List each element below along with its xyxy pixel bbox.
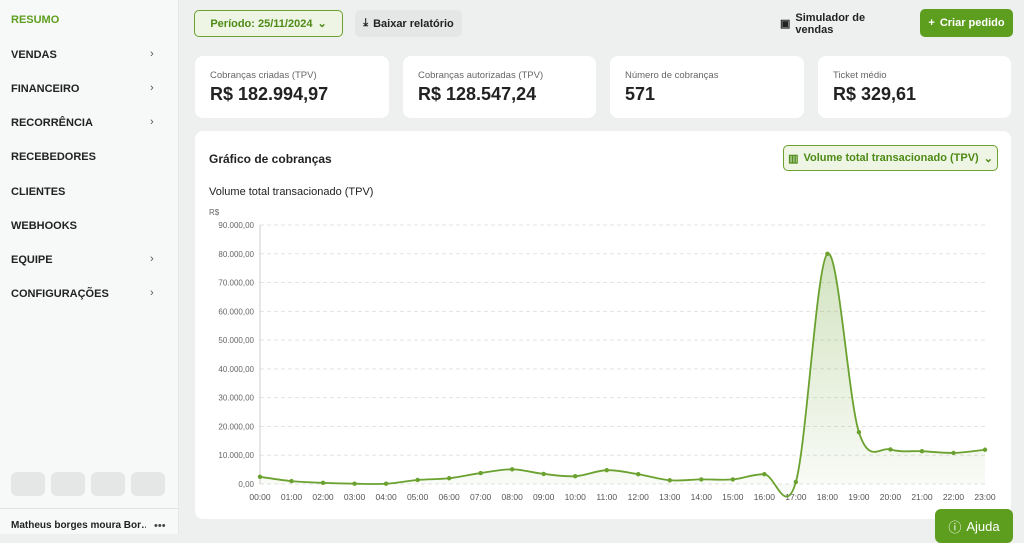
metric-label: Volume total transacionado (TPV) [803,152,979,164]
nav-item[interactable]: RECORRÊNCIA [11,117,93,129]
icon-button[interactable] [91,472,125,496]
sidebar: RESUMO VENDAS › FINANCEIRO › RECORRÊNCIA › … [0,0,179,534]
metric-select[interactable]: ▥ Volume total transacionado (TPV) ⌄ [783,145,998,171]
icon-button[interactable] [11,472,45,496]
nav-item[interactable]: RESUMO [11,14,60,26]
chevron: › [150,116,154,128]
icon-button[interactable] [51,472,85,496]
kpi-label: Cobranças criadas (TPV) [210,70,317,81]
period-button[interactable]: Período: 25/11/2024 ⌄ [194,10,343,37]
create-label: Criar pedido [939,17,1005,29]
icon: ▣ [780,18,791,30]
chevron: › [150,82,154,94]
panel-title: Gráfico de cobranças [209,152,332,166]
help-button[interactable]: ⓘ Ajuda [935,509,1013,543]
simulator-label: Simulador de vendas [795,11,866,36]
kpi-card: Cobranças autorizadas (TPV) R$ 128.547,24 [403,56,596,118]
chevron: › [150,287,154,299]
nav-item[interactable]: EQUIPE [11,254,53,266]
icon: ⓘ [948,519,962,535]
kpi-value: R$ 329,61 [833,84,917,104]
chart-panel: Gráfico de cobranças ▥ Volume total trans… [195,131,1011,519]
nav-item[interactable]: CLIENTES [11,186,66,198]
create-button[interactable]: + Criar pedido [920,9,1013,37]
kpi-value: R$ 182.994,97 [210,84,329,104]
kpi-card: Número de cobranças 571 [610,56,804,118]
nav-item[interactable]: CONFIGURAÇÕES [11,288,109,300]
nav-item[interactable]: RECEBEDORES [11,151,96,163]
nav-item[interactable]: WEBHOOKS [11,220,77,232]
kpi-card: Ticket médio R$ 329,61 [818,56,1011,118]
divider [0,508,178,509]
icon: ⤓ [363,17,369,29]
y-unit: R$ [209,208,220,217]
menu-dots[interactable]: ••• [154,520,166,532]
kpi-label: Cobranças autorizadas (TPV) [418,70,544,81]
download-button[interactable]: ⤓ Baixar relatório [355,10,462,37]
nav-item[interactable]: VENDAS [11,49,57,61]
icon: + [928,17,935,29]
icon-button[interactable] [131,472,165,496]
kpi-value: R$ 128.547,24 [418,84,537,104]
kpi-card: Cobranças criadas (TPV) R$ 182.994,97 [195,56,389,118]
caret: ⌄ [983,152,993,165]
user-name: Matheus borges moura Bor… [11,520,146,531]
nav-item[interactable]: FINANCEIRO [11,83,80,95]
help-label: Ajuda [966,518,1000,534]
chevron: › [150,253,154,265]
kpi-value: 571 [625,84,656,104]
kpi-label: Ticket médio [833,70,887,81]
download-label: Baixar relatório [373,17,454,30]
chart-title: Volume total transacionado (TPV) [209,186,374,198]
period-label: Período: 25/11/2024 [210,17,313,30]
kpi-label: Número de cobranças [625,70,719,81]
icon: ▥ [788,152,799,165]
simulator-button[interactable]: ▣ Simulador de vendas [780,10,904,37]
caret: ⌄ [317,18,327,30]
chevron: › [150,48,154,60]
